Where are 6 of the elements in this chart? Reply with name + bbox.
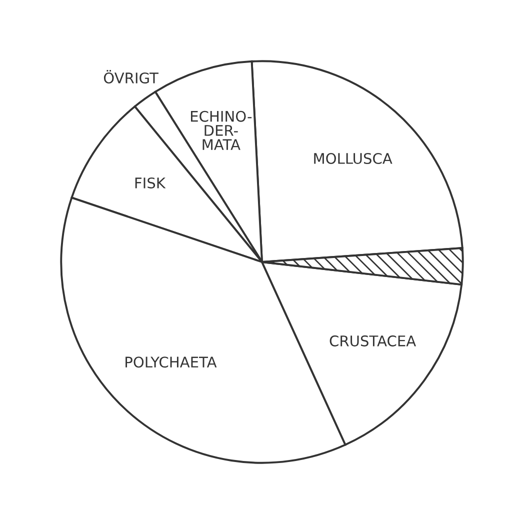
slice-label: POLYCHAETA bbox=[126, 356, 217, 368]
slice-label: FISK bbox=[135, 177, 166, 188]
slice-label: ÖVRIGT bbox=[104, 70, 158, 84]
slice-label: MOLLUSCA bbox=[314, 152, 392, 164]
slice-label: ECHINO- DER- MATA bbox=[191, 110, 252, 150]
slice-label: CRUSTACEA bbox=[330, 335, 416, 346]
